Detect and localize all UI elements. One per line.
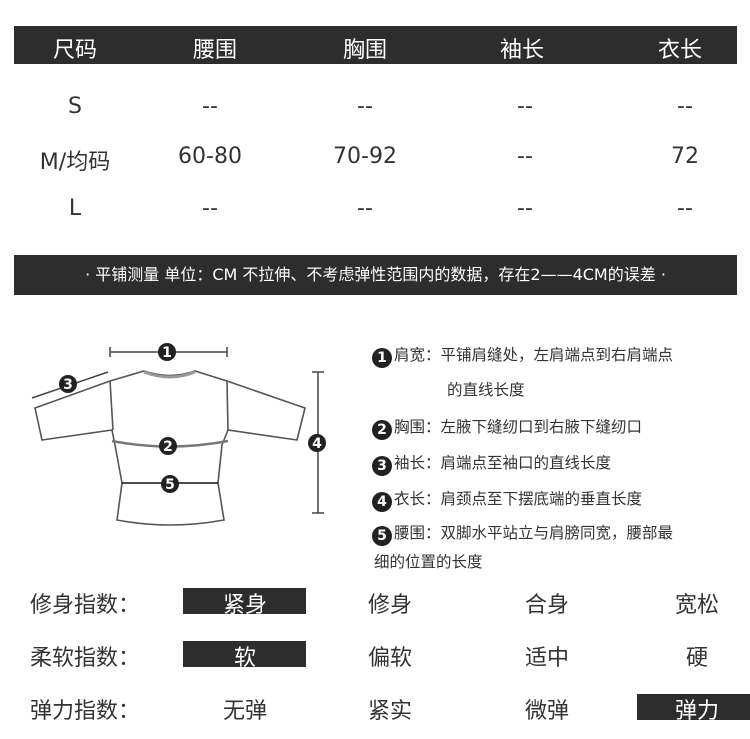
table-cell: -- xyxy=(517,94,533,119)
legend-text: 袖长：肩端点至袖口的直线长度 xyxy=(394,454,612,472)
table-cell: M/均码 xyxy=(39,150,111,175)
table-cell: -- xyxy=(677,196,693,221)
table-cell: L xyxy=(68,196,82,221)
number-badge-icon: 5 xyxy=(372,526,392,546)
index-label: 柔软指数： xyxy=(30,646,141,671)
table-cell: 70-92 xyxy=(333,144,397,169)
index-option: 紧实 xyxy=(367,699,413,724)
marker-3: 3 xyxy=(63,377,73,393)
marker-4: 4 xyxy=(312,436,322,452)
number-badge-icon: 1 xyxy=(372,348,392,368)
table-cell: 60-80 xyxy=(178,144,242,169)
table-cell: -- xyxy=(357,94,373,119)
header-size: 尺码 xyxy=(52,38,98,63)
index-option: 宽松 xyxy=(674,593,720,618)
measurement-note: · 平铺测量 单位：CM 不拉伸、不考虑弹性范围内的数据，存在2——4CM的误差… xyxy=(14,255,737,295)
header-sleeve: 袖长 xyxy=(499,38,545,63)
legend-text: 衣长：肩颈点至下摆底端的垂直长度 xyxy=(394,490,643,508)
index-option: 软 xyxy=(233,646,257,671)
legend-text: 腰围：双脚水平站立与肩膀同宽，腰部最 xyxy=(394,524,674,542)
table-cell: S xyxy=(68,94,82,119)
index-label: 修身指数： xyxy=(30,593,141,618)
header-waist: 腰围 xyxy=(192,38,238,63)
marker-5: 5 xyxy=(165,477,175,493)
table-cell: -- xyxy=(677,94,693,119)
legend-text: 肩宽：平铺肩缝处，左肩端点到右肩端点 xyxy=(394,346,674,364)
selected-highlight xyxy=(183,588,306,614)
index-option: 适中 xyxy=(524,646,570,671)
legend-text-cont: 细的位置的长度 xyxy=(374,553,483,571)
index-option: 弹力 xyxy=(674,699,720,724)
table-cell: -- xyxy=(357,196,373,221)
index-option: 偏软 xyxy=(367,646,413,671)
header-chest: 胸围 xyxy=(342,38,388,63)
legend-text-cont: 的直线长度 xyxy=(447,381,525,399)
legend-item: 3 袖长：肩端点至袖口的直线长度 xyxy=(372,451,611,476)
legend-item: 5 腰围：双脚水平站立与肩膀同宽，腰部最 xyxy=(372,521,673,546)
table-cell: -- xyxy=(202,196,218,221)
table-cell: 72 xyxy=(671,144,699,169)
index-option: 紧身 xyxy=(222,593,268,618)
number-badge-icon: 4 xyxy=(372,492,392,512)
number-badge-icon: 2 xyxy=(372,420,392,440)
index-option: 合身 xyxy=(524,593,570,618)
legend-item: 2 胸围：左腋下缝纫口到右腋下缝纫口 xyxy=(372,415,642,440)
legend-text: 胸围：左腋下缝纫口到右腋下缝纫口 xyxy=(394,418,643,436)
legend-item: 4 衣长：肩颈点至下摆底端的垂直长度 xyxy=(372,487,642,512)
table-cell: -- xyxy=(202,94,218,119)
table-cell: -- xyxy=(517,196,533,221)
garment-diagram: 1 3 2 5 4 xyxy=(31,343,326,526)
index-option: 微弹 xyxy=(524,699,570,724)
selected-highlight xyxy=(183,641,306,667)
marker-1: 1 xyxy=(162,345,172,361)
index-option: 无弹 xyxy=(222,699,268,724)
index-option: 硬 xyxy=(685,646,709,671)
legend-item: 1 肩宽：平铺肩缝处，左肩端点到右肩端点 xyxy=(372,343,673,368)
index-label: 弹力指数： xyxy=(30,699,141,724)
index-option: 修身 xyxy=(367,593,413,618)
header-length: 衣长 xyxy=(657,38,703,63)
selected-highlight xyxy=(637,694,750,720)
table-cell: -- xyxy=(517,144,533,169)
size-table-header xyxy=(14,26,737,64)
number-badge-icon: 3 xyxy=(372,456,392,476)
marker-2: 2 xyxy=(163,439,173,455)
